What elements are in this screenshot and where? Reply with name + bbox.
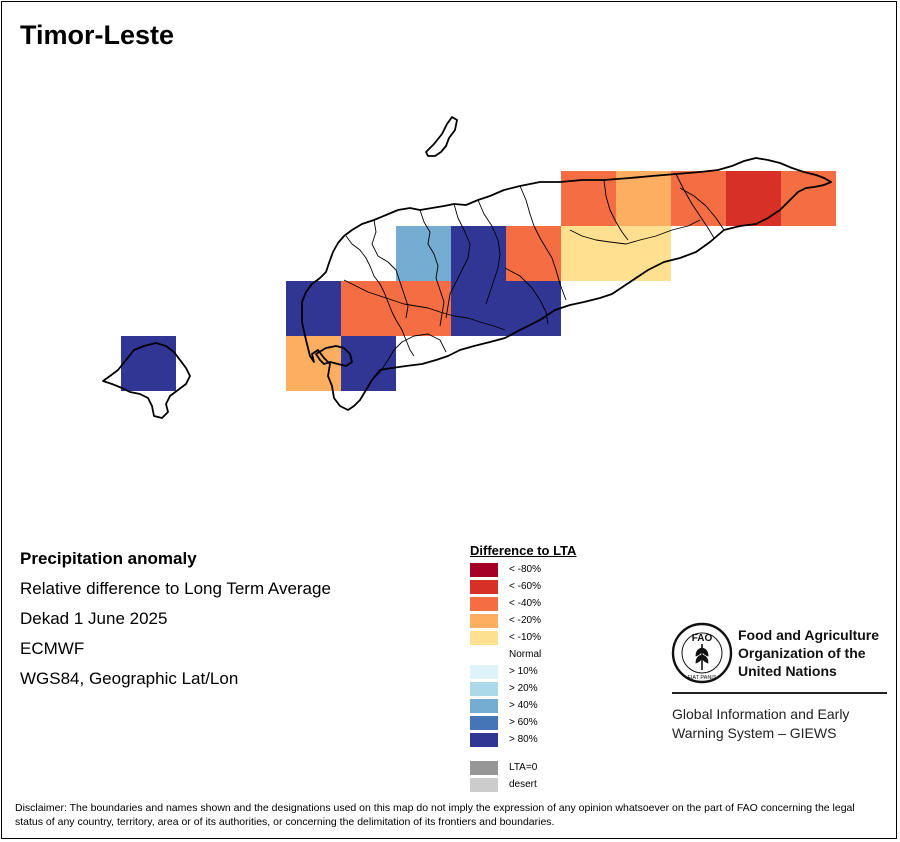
legend-label: > 20% [509, 683, 538, 694]
legend-label: < -40% [509, 598, 541, 609]
anomaly-cell [616, 171, 671, 226]
map-title: Timor-Leste [20, 20, 175, 50]
anomaly-cell [616, 226, 671, 281]
anomaly-cell [726, 171, 781, 226]
legend-swatch [470, 648, 498, 662]
anomaly-grid [121, 171, 836, 391]
fao-logo-ring-text: FIAT PANIS [687, 675, 716, 681]
anomaly-cell [396, 281, 451, 336]
legend-label: > 80% [509, 734, 538, 745]
info-period: Dekad 1 June 2025 [20, 609, 168, 628]
info-projection: WGS84, Geographic Lat/Lon [20, 669, 239, 688]
info-heading: Precipitation anomaly [20, 549, 197, 568]
legend-label: LTA=0 [509, 762, 538, 773]
legend-swatch [470, 580, 498, 594]
legend-swatch [470, 699, 498, 713]
legend-swatch [470, 597, 498, 611]
legend-swatch [470, 733, 498, 747]
giews-line: Global Information and Early [672, 706, 850, 722]
fao-divider [672, 692, 887, 694]
giews-line: Warning System – GIEWS [672, 725, 837, 741]
legend-swatch [470, 631, 498, 645]
legend-swatch [470, 778, 498, 792]
legend-swatch [470, 682, 498, 696]
district-boundaries [343, 173, 725, 381]
legend-label: Normal [509, 649, 542, 660]
legend-swatch [470, 614, 498, 628]
legend-label: > 40% [509, 700, 538, 711]
anomaly-cell [561, 226, 616, 281]
fao-name: Food and Agriculture Organization of the… [738, 626, 879, 680]
fao-logo-letters: FAO [692, 633, 713, 644]
fao-name-line: Organization of the [738, 645, 866, 661]
legend-swatch [470, 563, 498, 577]
legend-label: > 10% [509, 666, 538, 677]
anomaly-cell [506, 281, 561, 336]
anomaly-cell [671, 171, 726, 226]
anomaly-cell [286, 336, 341, 391]
legend-label: < -60% [509, 581, 541, 592]
fao-name-line: United Nations [738, 663, 837, 679]
atauro-island-outline [425, 116, 458, 157]
legend-label: < -10% [509, 632, 541, 643]
anomaly-cell [451, 226, 506, 281]
legend-label: < -20% [509, 615, 541, 626]
legend-swatch [470, 665, 498, 679]
fao-name-line: Food and Agriculture [738, 627, 880, 643]
anomaly-cell [341, 281, 396, 336]
legend-swatch [470, 761, 498, 775]
legend-label: > 60% [509, 717, 538, 728]
anomaly-cell [506, 226, 561, 281]
info-source: ECMWF [20, 639, 85, 658]
info-subtitle: Relative difference to Long Term Average [20, 579, 331, 598]
anomaly-cell [286, 281, 341, 336]
oecusse-outline [102, 342, 191, 419]
southwest-lake-outline [315, 345, 353, 367]
legend-label: desert [509, 779, 537, 790]
anomaly-cell [396, 226, 451, 281]
legend-label: < -80% [509, 564, 541, 575]
fao-logo-icon: FAO FIAT PANIS [671, 622, 733, 684]
coastline [102, 116, 832, 419]
giews-name: Global Information and Early Warning Sys… [672, 705, 849, 743]
disclaimer: Disclaimer: The boundaries and names sho… [15, 802, 855, 828]
legend-title: Difference to LTA [470, 543, 577, 558]
legend-swatch [470, 716, 498, 730]
timor-leste-mainland-outline [301, 157, 832, 411]
